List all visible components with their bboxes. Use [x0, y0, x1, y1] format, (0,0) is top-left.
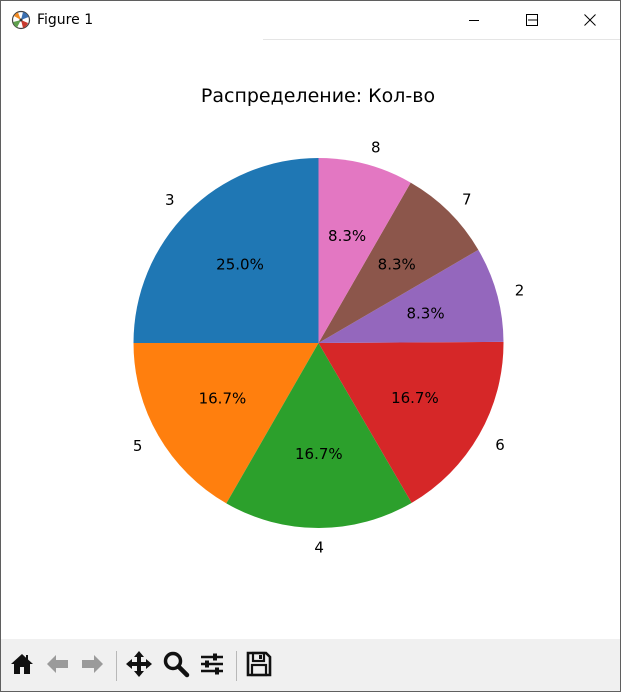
minimize-button[interactable] [504, 1, 562, 39]
pie-percent-label: 25.0% [216, 256, 264, 274]
pie-slice-6 [318, 341, 504, 503]
minimize-control[interactable] [445, 1, 503, 39]
pie-percent-label: 16.7% [391, 389, 439, 407]
pie-percent-label: 16.7% [199, 390, 247, 408]
pie-chart: Распределение: Кол-во 25.0% 3 16.7% 5 16.7% 4… [133, 85, 525, 556]
back-arrow-icon [45, 651, 71, 681]
close-control[interactable] [561, 1, 619, 39]
pie-category-label: 2 [515, 281, 525, 299]
home-button[interactable] [8, 652, 36, 680]
minimize-icon [527, 14, 539, 26]
minimize-glyph-icon [468, 14, 480, 26]
pie-percent-label: 16.7% [295, 445, 343, 463]
plot-canvas[interactable]: Распределение: Кол-во 25.0% 3 16.7% 5 16.7% 4… [1, 40, 620, 639]
pan-icon [125, 650, 153, 682]
pie-category-label: 5 [133, 437, 143, 455]
maximize-glyph-icon [526, 14, 538, 26]
pie-category-label: 4 [314, 538, 324, 556]
pie-slice-3 [133, 158, 319, 343]
pie-slice-8 [318, 158, 411, 343]
pie-slice-4 [226, 343, 412, 528]
save-button[interactable] [245, 650, 273, 682]
pie-slice-5 [133, 343, 319, 504]
toolbar-separator [116, 651, 117, 681]
pie-slice-7 [318, 182, 479, 343]
chart-title: Распределение: Кол-во [201, 85, 435, 107]
title-bar-divider [263, 39, 620, 40]
pie-category-label: 6 [495, 436, 505, 454]
pie-percent-label: 8.3% [407, 305, 445, 323]
zoom-icon [162, 650, 190, 682]
title-bar: Figure 1 [1, 1, 620, 40]
pie-percent-label: 8.3% [328, 227, 366, 245]
pie-category-label: 8 [371, 138, 381, 156]
configure-subplots-icon [198, 650, 226, 682]
home-icon [9, 651, 35, 681]
window-title: Figure 1 [37, 12, 94, 28]
back-button[interactable] [44, 652, 72, 680]
maximize-control[interactable] [503, 1, 561, 39]
pie-percent-label: 8.3% [378, 255, 416, 273]
pie-category-label: 3 [165, 191, 175, 209]
zoom-button[interactable] [162, 650, 190, 682]
navigation-toolbar [1, 639, 620, 691]
pan-button[interactable] [125, 650, 153, 682]
matplotlib-app-icon [11, 10, 31, 30]
forward-button[interactable] [78, 652, 106, 680]
close-icon [584, 14, 596, 26]
configure-subplots-button[interactable] [198, 652, 226, 680]
pie-category-label: 7 [462, 191, 472, 209]
forward-arrow-icon [79, 651, 105, 681]
save-icon [245, 650, 273, 682]
toolbar-separator [236, 651, 237, 681]
pie-slice-2 [318, 249, 504, 343]
